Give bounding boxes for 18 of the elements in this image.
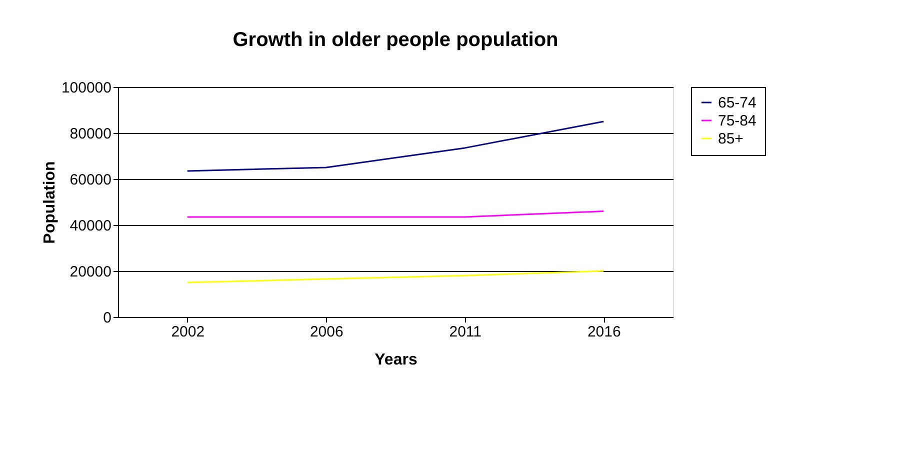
y-tick-label: 0 bbox=[103, 310, 112, 326]
line-series bbox=[186, 120, 604, 172]
chart-title: Growth in older people population bbox=[232, 29, 558, 51]
x-tick-label: 2011 bbox=[449, 324, 482, 340]
legend-label: 65-74 bbox=[718, 94, 756, 112]
y-tick-label: 20000 bbox=[70, 264, 112, 280]
y-tick-label: 40000 bbox=[70, 218, 112, 234]
x-tick-label: 2002 bbox=[171, 324, 205, 340]
line-series bbox=[186, 270, 604, 284]
legend-label: 75-84 bbox=[718, 112, 756, 130]
y-tick-label: 60000 bbox=[70, 172, 112, 188]
y-tick-label: 100000 bbox=[61, 80, 112, 96]
x-axis-title: Years bbox=[374, 352, 418, 368]
legend-label: 85+ bbox=[718, 130, 744, 148]
x-tick-label: 2006 bbox=[310, 324, 344, 340]
x-tick-label: 2016 bbox=[587, 324, 621, 340]
y-tick-label: 80000 bbox=[70, 126, 112, 142]
y-axis-title: Population bbox=[41, 161, 58, 244]
